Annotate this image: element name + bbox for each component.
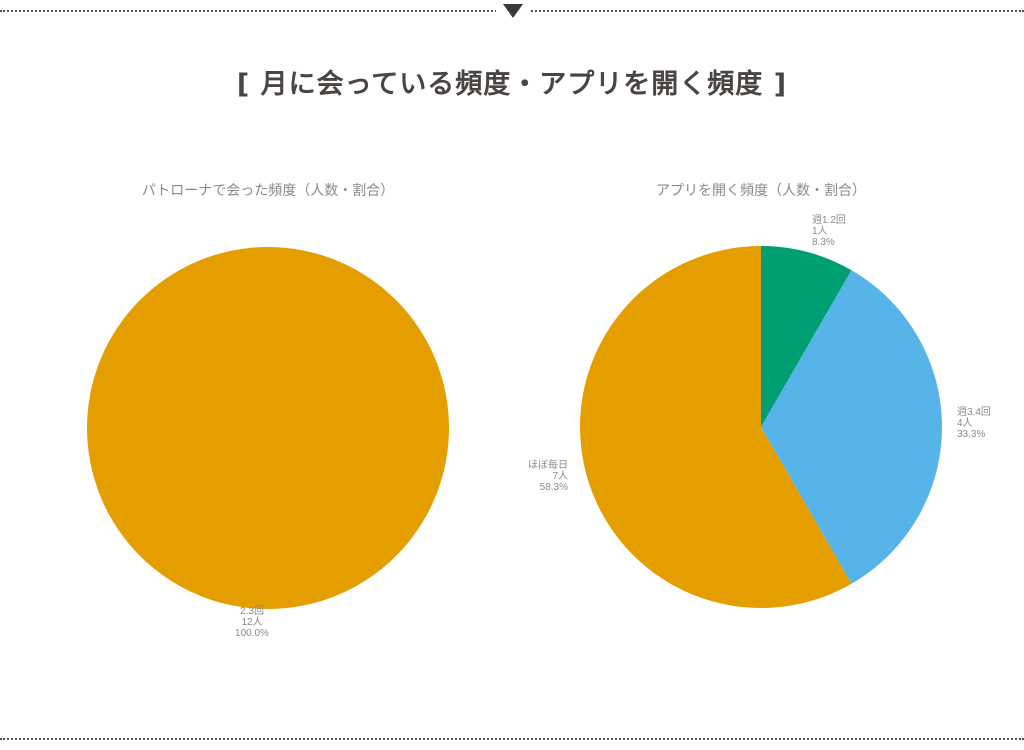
label-count: 1人	[812, 226, 828, 237]
label-count: 7人	[552, 471, 568, 482]
pie-chart-meeting-frequency	[87, 247, 449, 609]
pie-chart-app-open-frequency	[579, 246, 942, 608]
label-percent: 58.3%	[539, 482, 568, 493]
label-category: 週3.4回	[957, 407, 991, 418]
slice-label-weekly-3-4: 週3.4回 4人 33.3%	[957, 407, 991, 440]
label-category: 2.3回	[240, 606, 264, 617]
chart-title-meeting-frequency: パトローナで会った頻度（人数・割合）	[141, 183, 395, 199]
slice-label-almost-daily: ほぼ毎日 7人 58.3%	[508, 460, 568, 493]
slice-label-2-3-times: 2.3回 12人 100.0%	[222, 606, 282, 639]
pie-slice-weekly-3-4	[761, 270, 942, 584]
slice-label-weekly-1-2: 週1.2回 1人 8.3%	[812, 215, 846, 248]
label-count: 12人	[241, 617, 263, 628]
down-triangle-icon	[503, 4, 523, 18]
pie-slice-2-3-times	[87, 247, 449, 609]
label-category: ほぼ毎日	[528, 460, 568, 471]
label-percent: 8.3%	[812, 237, 835, 248]
label-percent: 100.0%	[235, 628, 269, 639]
label-category: 週1.2回	[812, 215, 846, 226]
pie-slice-weekly-1-2	[761, 246, 852, 427]
pie-slice-almost-daily	[579, 246, 852, 608]
label-percent: 33.3%	[957, 429, 986, 440]
bottom-dotted-divider	[0, 738, 1024, 740]
page-title: [ 月に会っている頻度・アプリを開く頻度 ]	[236, 69, 788, 100]
label-count: 4人	[957, 418, 973, 429]
chart-title-app-open-frequency: アプリを開く頻度（人数・割合）	[656, 183, 866, 199]
